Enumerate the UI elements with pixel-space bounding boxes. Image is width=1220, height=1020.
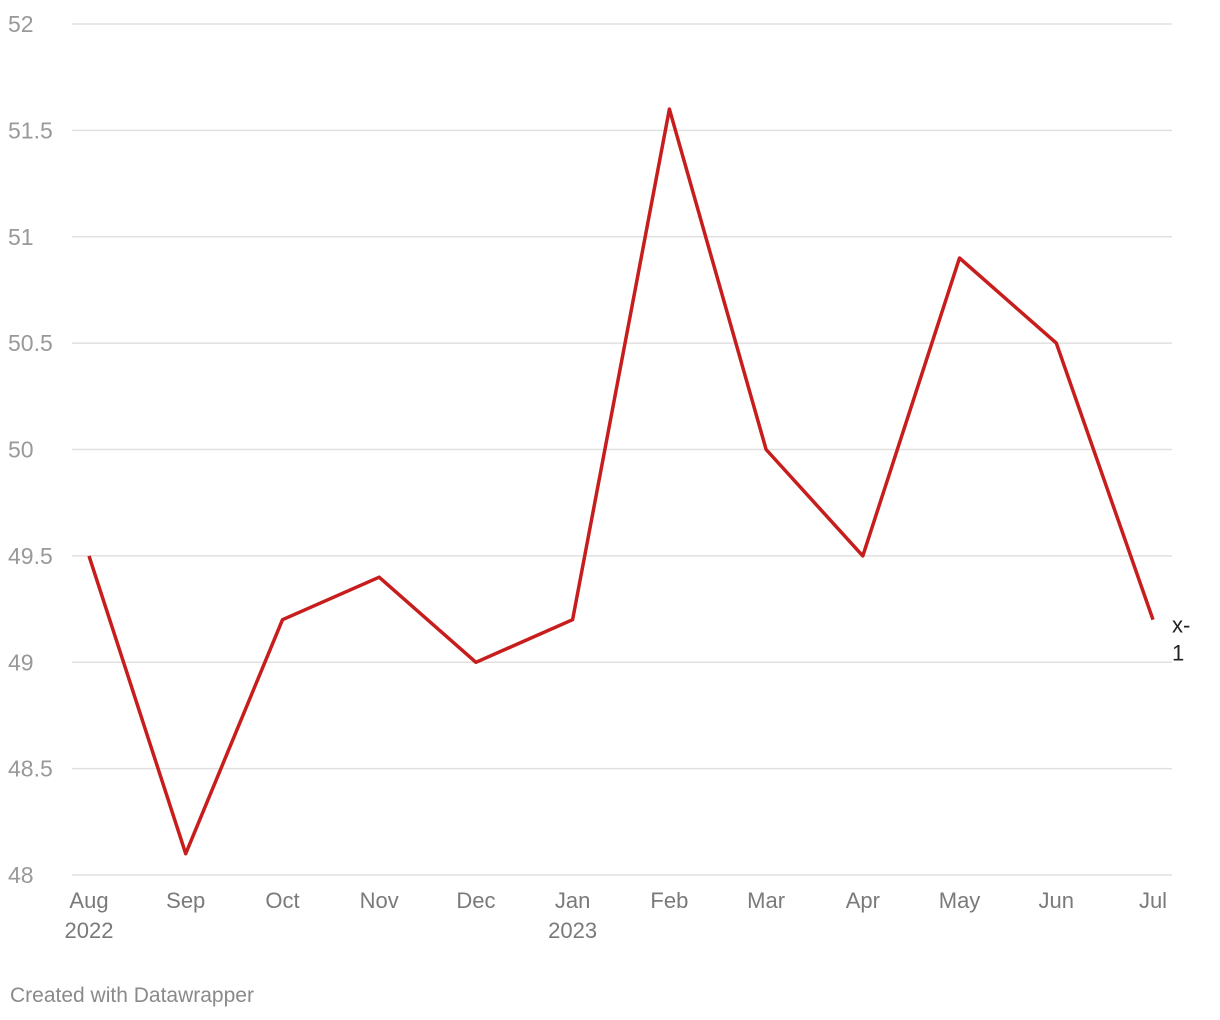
series-end-labels: x- 1 xyxy=(1172,613,1190,666)
series-lines xyxy=(87,107,1155,856)
series-end-label: x- xyxy=(1172,613,1190,638)
x-tick-label: Oct xyxy=(265,888,299,913)
x-tick-label: Feb xyxy=(650,888,688,913)
x-year-label: 2023 xyxy=(548,918,597,943)
y-tick-label: 50 xyxy=(8,437,34,463)
x-tick-label: Jan xyxy=(555,888,590,913)
y-tick-label: 48.5 xyxy=(8,756,53,782)
x-tick-label: Jul xyxy=(1139,888,1167,913)
x-tick-label: Sep xyxy=(166,888,205,913)
x-tick-label: May xyxy=(939,888,981,913)
y-tick-label: 48 xyxy=(8,862,34,888)
y-tick-label: 49.5 xyxy=(8,543,53,569)
line-chart: 48 48.5 49 49.5 50 50.5 51 51.5 52 Aug 2022 Sep Oct… xyxy=(8,11,1190,943)
x-tick-label: Apr xyxy=(846,888,880,913)
y-tick-label: 49 xyxy=(8,649,34,675)
y-tick-label: 51.5 xyxy=(8,117,53,143)
y-axis-ticks: 48 48.5 49 49.5 50 50.5 51 51.5 52 xyxy=(8,11,53,888)
x-axis-ticks: Aug 2022 Sep Oct Nov Dec Jan 2023 Feb Mar Apr May Ju… xyxy=(65,888,1168,943)
x-tick-label: Mar xyxy=(747,888,785,913)
x-year-label: 2022 xyxy=(65,918,114,943)
x-tick-label: Dec xyxy=(456,888,495,913)
gridlines xyxy=(72,23,1172,876)
x-tick-label: Nov xyxy=(360,888,399,913)
datawrapper-credit[interactable]: Created with Datawrapper xyxy=(10,984,254,1007)
y-tick-label: 51 xyxy=(8,224,34,250)
y-tick-label: 52 xyxy=(8,11,34,37)
series-end-label: 1 xyxy=(1172,641,1184,666)
x-tick-label: Jun xyxy=(1039,888,1074,913)
series-line xyxy=(87,107,1155,856)
x-tick-label: Aug xyxy=(69,888,108,913)
y-tick-label: 50.5 xyxy=(8,330,53,356)
